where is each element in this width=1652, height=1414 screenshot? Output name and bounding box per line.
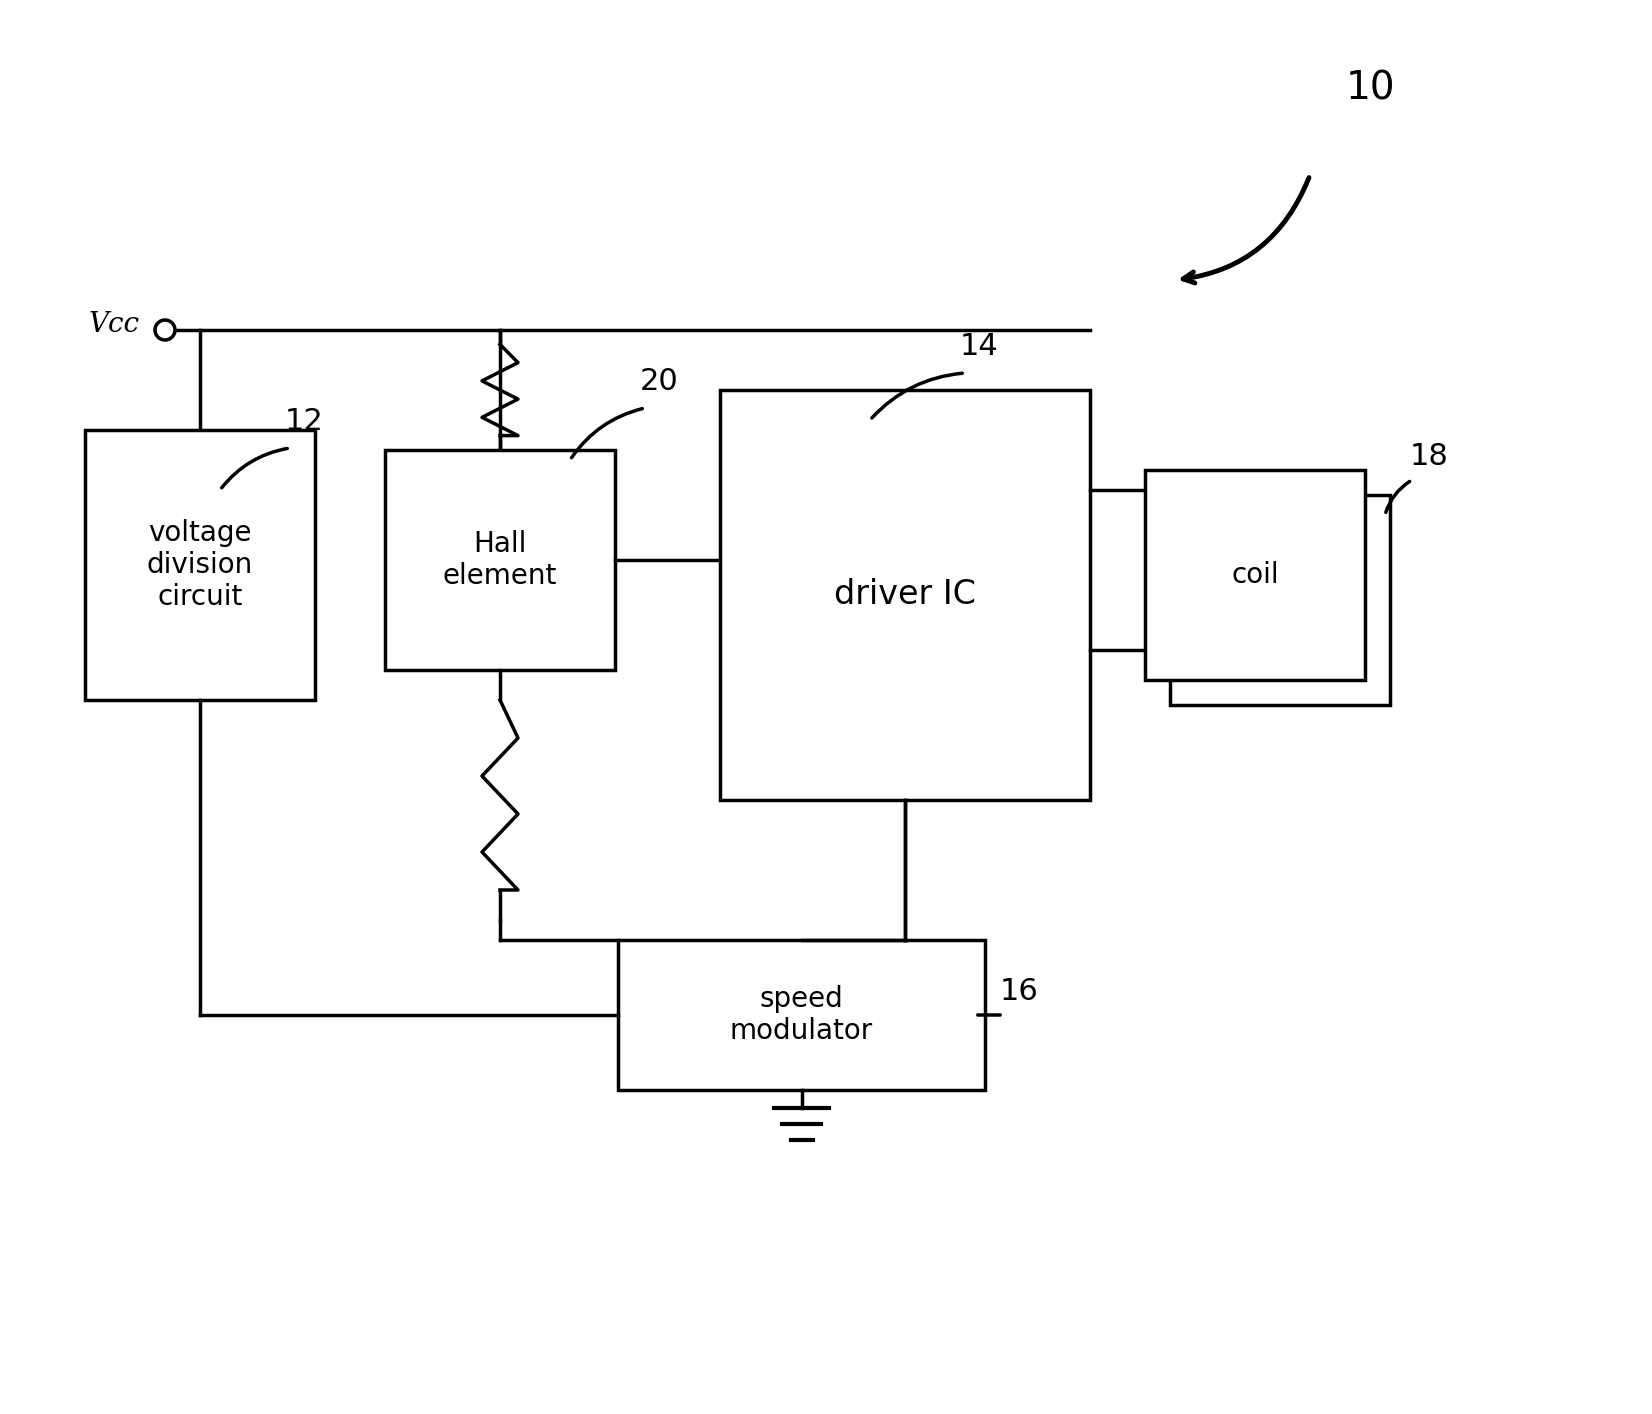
Bar bbox=[385, 450, 615, 670]
Bar bbox=[1170, 495, 1389, 706]
FancyArrowPatch shape bbox=[1386, 481, 1409, 512]
FancyArrowPatch shape bbox=[1183, 178, 1308, 283]
Text: 18: 18 bbox=[1411, 443, 1449, 471]
Bar bbox=[720, 390, 1090, 800]
Text: 14: 14 bbox=[960, 332, 999, 361]
Text: 20: 20 bbox=[639, 368, 679, 396]
Text: driver IC: driver IC bbox=[834, 578, 976, 611]
FancyArrowPatch shape bbox=[872, 373, 961, 419]
Bar bbox=[84, 430, 316, 700]
Text: 10: 10 bbox=[1345, 71, 1394, 107]
Text: 12: 12 bbox=[286, 407, 324, 436]
Text: 16: 16 bbox=[999, 977, 1039, 1005]
Text: voltage
division
circuit: voltage division circuit bbox=[147, 519, 253, 611]
Text: Hall
element: Hall element bbox=[443, 530, 557, 590]
Text: speed
modulator: speed modulator bbox=[730, 984, 874, 1045]
Text: coil: coil bbox=[1231, 561, 1279, 590]
Bar bbox=[1145, 469, 1365, 680]
Text: Vcc: Vcc bbox=[89, 311, 140, 338]
FancyArrowPatch shape bbox=[221, 448, 287, 488]
Circle shape bbox=[155, 320, 175, 339]
Bar bbox=[618, 940, 985, 1090]
FancyArrowPatch shape bbox=[572, 409, 643, 458]
